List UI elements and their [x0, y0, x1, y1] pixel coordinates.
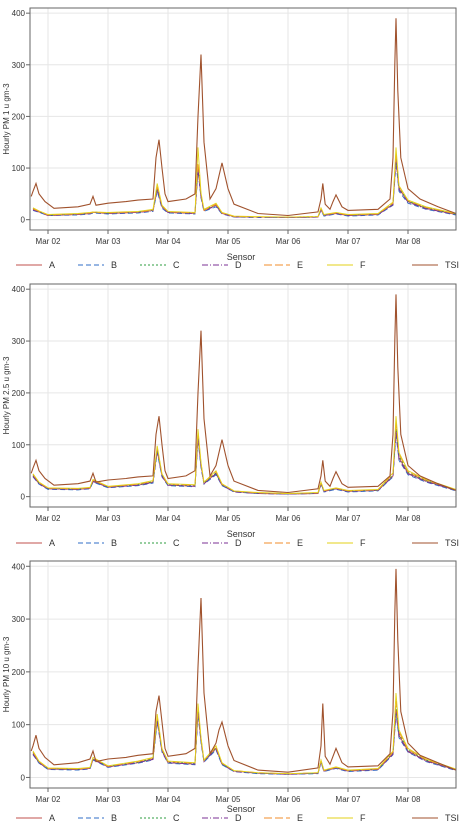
x-tick-label: Mar 08 [396, 795, 421, 804]
legend-label-tsi: TSI [445, 538, 459, 548]
y-axis-label: Hourly PM 10 u gm-3 [2, 636, 11, 712]
series-line-e [32, 152, 457, 218]
legend-label-f: F [360, 813, 366, 823]
plot-frame [29, 283, 457, 508]
x-tick-label: Mar 04 [156, 514, 181, 523]
legend-label-d: D [235, 813, 242, 823]
y-tick-label: 200 [12, 112, 26, 121]
panel-1: 0 100 200 300 400 Mar 02 Mar 03 Mar 04 Mar 05 Mar… [2, 7, 459, 270]
legend-label-d: D [235, 260, 242, 270]
x-tick-label: Mar 03 [96, 795, 121, 804]
y-tick-label: 100 [12, 164, 26, 173]
series-line-f [32, 692, 457, 775]
series-line-d [32, 431, 457, 495]
y-tick-label: 0 [21, 773, 26, 782]
legend-label-c: C [173, 813, 180, 823]
series-line-d [32, 711, 457, 775]
y-tick-label: 300 [12, 61, 26, 70]
y-tick-label: 200 [12, 668, 26, 677]
x-tick-label: Mar 07 [336, 237, 361, 246]
series-line-f [32, 147, 457, 218]
legend-label-c: C [173, 538, 180, 548]
x-tick-label: Mar 05 [216, 237, 241, 246]
legend-label-f: F [360, 538, 366, 548]
legend-label-e: E [297, 538, 303, 548]
y-tick-label: 400 [12, 285, 26, 294]
x-axis-label: Sensor [227, 529, 256, 539]
x-axis-label: Sensor [227, 252, 256, 262]
x-tick-label: Mar 06 [276, 237, 301, 246]
panel-3: 0 100 200 300 400 Mar 02 Mar 03 Mar 04 Mar 05 Mar… [2, 560, 459, 823]
y-tick-label: 0 [21, 493, 26, 502]
x-tick-label: Mar 02 [36, 237, 61, 246]
x-tick-label: Mar 06 [276, 795, 301, 804]
x-tick-label: Mar 04 [156, 795, 181, 804]
y-tick-label: 300 [12, 615, 26, 624]
series-line-tsi [30, 568, 457, 773]
y-tick-label: 200 [12, 389, 26, 398]
y-tick-label: 300 [12, 337, 26, 346]
legend: A B C D E F TSI [16, 813, 459, 823]
series-line-b [32, 434, 457, 495]
legend-label-f: F [360, 260, 366, 270]
series-line-b [32, 162, 457, 219]
x-tick-label: Mar 03 [96, 237, 121, 246]
legend-label-a: A [49, 813, 55, 823]
x-tick-label: Mar 06 [276, 514, 301, 523]
legend: A B C D E F TSI [16, 538, 459, 548]
x-tick-label: Mar 08 [396, 514, 421, 523]
plot-frame [29, 7, 457, 231]
y-axis-label: Hourly PM 1 u gm-3 [2, 83, 11, 155]
x-tick-label: Mar 07 [336, 514, 361, 523]
x-tick-label: Mar 07 [336, 795, 361, 804]
y-tick-label: 100 [12, 721, 26, 730]
legend-label-tsi: TSI [445, 260, 459, 270]
x-tick-label: Mar 02 [36, 514, 61, 523]
legend-label-c: C [173, 260, 180, 270]
legend-label-e: E [297, 260, 303, 270]
legend-label-e: E [297, 813, 303, 823]
legend: A B C D E F TSI [16, 260, 459, 270]
panel-2: 0 100 200 300 400 Mar 02 Mar 03 Mar 04 Mar 05 Mar… [2, 283, 459, 548]
x-tick-label: Mar 03 [96, 514, 121, 523]
series-line-b [32, 714, 457, 775]
y-tick-label: 400 [12, 562, 26, 571]
series-line-c [32, 426, 457, 494]
y-tick-label: 0 [21, 216, 26, 225]
legend-label-a: A [49, 260, 55, 270]
series-line-tsi [30, 294, 457, 494]
y-axis-label: Hourly PM 2.5 u gm-3 [2, 356, 11, 434]
legend-label-tsi: TSI [445, 813, 459, 823]
x-tick-label: Mar 05 [216, 795, 241, 804]
x-tick-label: Mar 08 [396, 237, 421, 246]
x-tick-label: Mar 04 [156, 237, 181, 246]
legend-label-b: B [111, 260, 117, 270]
y-tick-label: 100 [12, 441, 26, 450]
plot-frame [29, 560, 457, 789]
legend-label-d: D [235, 538, 242, 548]
legend-label-b: B [111, 813, 117, 823]
x-tick-label: Mar 02 [36, 795, 61, 804]
y-tick-label: 400 [12, 9, 26, 18]
legend-label-b: B [111, 538, 117, 548]
x-axis-label: Sensor [227, 804, 256, 814]
series-line-tsi [30, 18, 457, 217]
x-tick-label: Mar 05 [216, 514, 241, 523]
legend-label-a: A [49, 538, 55, 548]
